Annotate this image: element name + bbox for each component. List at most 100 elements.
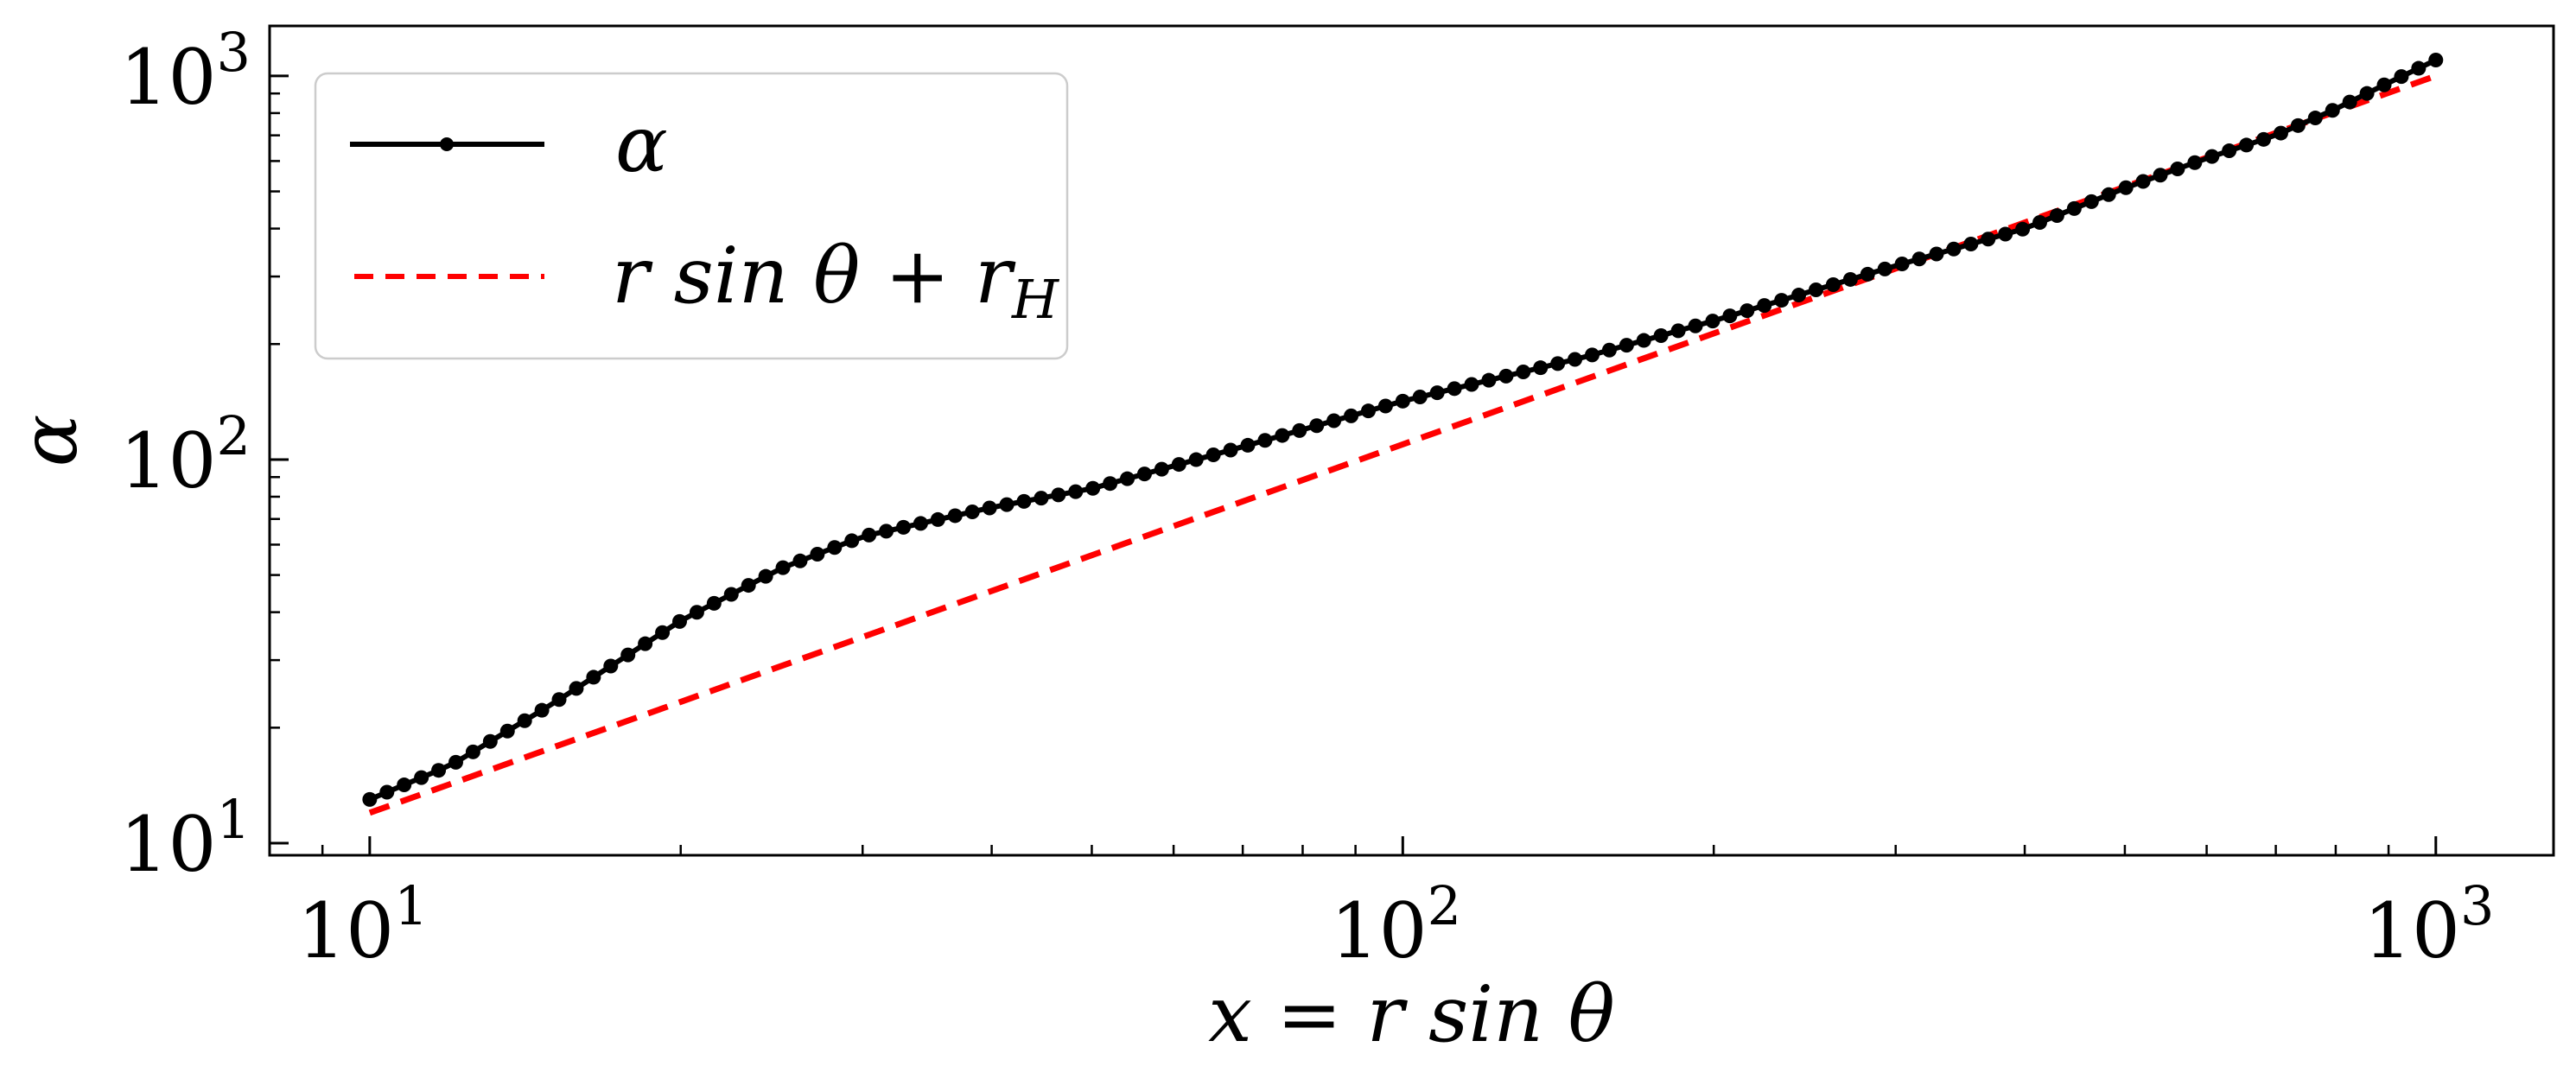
alpha-point (2066, 200, 2082, 216)
x-tick-label: 103 (2363, 874, 2494, 975)
alpha-point (2273, 125, 2288, 141)
alpha-point (2394, 69, 2409, 85)
alpha-point (758, 568, 773, 584)
alpha-point (569, 681, 584, 696)
alpha-point (1619, 338, 1634, 353)
alpha-point (2239, 137, 2255, 153)
alpha-point (1171, 457, 1186, 473)
alpha-point (879, 524, 894, 539)
legend-label-alpha: α (615, 99, 668, 190)
alpha-point (1670, 323, 1686, 339)
alpha-point (2307, 111, 2323, 126)
alpha-point (1309, 418, 1325, 434)
alpha-point (1257, 433, 1273, 448)
y-axis-label: α (4, 415, 95, 467)
alpha-point (1103, 476, 1118, 492)
fit-line (368, 73, 2437, 816)
alpha-point (2153, 168, 2168, 183)
alpha-point (1825, 276, 1841, 292)
alpha-point (2170, 161, 2185, 176)
alpha-point (586, 670, 601, 685)
alpha-point (1929, 246, 1944, 262)
alpha-point (499, 723, 515, 739)
alpha-point (1533, 360, 1549, 376)
alpha-point (1447, 381, 1462, 397)
alpha-point (862, 527, 877, 543)
alpha-point (947, 508, 963, 524)
alpha-point (706, 595, 722, 611)
alpha-point (603, 658, 619, 674)
y-tick-label: 102 (120, 404, 251, 505)
legend: α r sin θ + rH (314, 72, 1069, 360)
x-tick-labels: 101 102 103 (297, 874, 2494, 975)
alpha-point (1516, 365, 1531, 380)
x-tick-base: 10 (1331, 886, 1428, 975)
alpha-point (655, 625, 671, 640)
alpha-point (517, 713, 532, 728)
x-tick-label: 102 (1331, 874, 1461, 975)
alpha-point (1757, 298, 1772, 314)
alpha-point (465, 744, 480, 759)
x-tick-base: 10 (297, 886, 394, 975)
alpha-point (1240, 437, 1256, 453)
alpha-point (1705, 314, 1721, 329)
alpha-point (723, 587, 739, 602)
legend-label-fit-main: r sin θ + r (612, 231, 1016, 321)
alpha-point (2222, 143, 2237, 159)
alpha-point (741, 578, 756, 593)
x-tick-exponent: 2 (1428, 874, 1461, 937)
alpha-point (827, 540, 843, 555)
alpha-point (1481, 372, 1497, 388)
alpha-point (1136, 467, 1152, 482)
alpha-point (1946, 241, 1962, 257)
alpha-point (671, 613, 687, 629)
alpha-point (1809, 282, 1824, 298)
alpha-point (2411, 60, 2427, 76)
alpha-point (964, 504, 980, 519)
alpha-point (1688, 318, 1703, 333)
alpha-point (638, 636, 653, 651)
alpha-point (1860, 266, 1875, 282)
alpha-point (1842, 271, 1858, 287)
alpha-point (1154, 461, 1169, 477)
alpha-point (2049, 207, 2064, 223)
alpha-point (482, 733, 498, 749)
alpha-point (1275, 428, 1290, 443)
alpha-point (1981, 232, 1996, 247)
alpha-point (1911, 251, 1927, 267)
alpha-point (1601, 342, 1617, 358)
alpha-point (1568, 352, 1583, 367)
alpha-point (2187, 155, 2203, 170)
alpha-point (1016, 493, 1032, 509)
alpha-point (810, 547, 825, 562)
alpha-point (1740, 303, 1755, 319)
alpha-point (1412, 389, 1428, 404)
y-tick-exponent: 1 (217, 788, 251, 851)
alpha-point (2015, 221, 2031, 237)
alpha-point (982, 500, 997, 516)
alpha-point (1344, 408, 1359, 423)
alpha-point (397, 778, 412, 793)
alpha-point (2376, 77, 2392, 92)
alpha-point (2135, 174, 2151, 189)
alpha-point (1085, 480, 1101, 496)
alpha-point (1429, 385, 1445, 401)
y-tick-label: 101 (120, 788, 251, 889)
plot-frame (268, 24, 2555, 857)
alpha-point (689, 605, 704, 620)
axis-ticks (268, 74, 2438, 855)
alpha-point (379, 784, 395, 800)
alpha-point (1034, 491, 1049, 506)
alpha-point (551, 692, 567, 708)
legend-label-fit-subscript: H (1011, 268, 1060, 331)
y-tick-exponent: 2 (217, 404, 251, 467)
alpha-point (1292, 422, 1307, 438)
alpha-point (896, 519, 912, 535)
alpha-point (431, 763, 447, 778)
alpha-point (1877, 261, 1892, 276)
alpha-point (1550, 356, 1566, 371)
alpha-point (1774, 293, 1790, 308)
alpha-point (913, 516, 928, 531)
y-tick-base: 10 (120, 33, 217, 122)
